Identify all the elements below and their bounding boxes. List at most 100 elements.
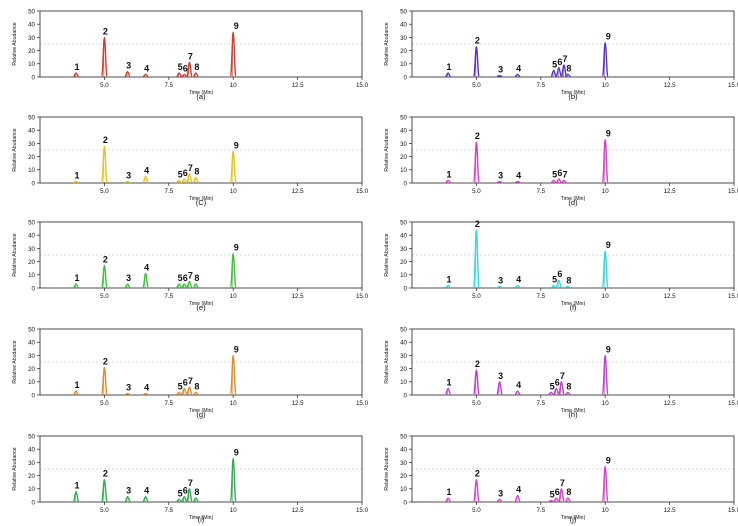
panel-caption: (d)	[568, 198, 578, 207]
peak-8	[192, 177, 199, 184]
peak-label-9: 9	[606, 128, 611, 138]
peak-2	[101, 36, 108, 78]
peak-label-7: 7	[560, 478, 565, 488]
peak-label-8: 8	[194, 381, 199, 391]
peak-6	[555, 178, 562, 184]
peak-label-6: 6	[183, 273, 188, 283]
peak-7	[186, 488, 193, 503]
y-tick-label: 10	[28, 167, 35, 174]
y-tick-label: 20	[28, 154, 35, 161]
y-tick-label: 50	[400, 219, 407, 226]
chart-panel-d: 0 10 20 30 40 50 5.0 7.5 10 12.5 15.0 Time (Min) Rel…	[384, 114, 738, 207]
panel-caption: (a)	[196, 92, 206, 101]
x-axis-label: Time (Min)	[189, 408, 214, 414]
y-tick-label: 0	[404, 499, 408, 506]
peak-6	[181, 73, 188, 78]
x-axis-label: Time (Min)	[189, 90, 214, 96]
peak-8	[193, 391, 199, 396]
y-tick-label: 30	[400, 35, 407, 42]
x-axis-label: Time (Min)	[561, 196, 586, 202]
y-axis-label: Relative Abudance	[384, 22, 390, 65]
peak-label-9: 9	[606, 240, 611, 250]
x-axis-label: Time (Min)	[189, 301, 214, 307]
peak-label-5: 5	[178, 381, 183, 391]
y-tick-label: 40	[28, 22, 35, 29]
y-tick-label: 20	[400, 48, 407, 55]
panel-caption: (j)	[570, 515, 577, 524]
x-tick-label: 7.5	[164, 400, 173, 407]
y-tick-label: 20	[28, 366, 35, 373]
peak-7	[186, 280, 193, 289]
peak-label-4: 4	[516, 63, 521, 73]
y-tick-label: 10	[28, 272, 35, 279]
x-tick-label: 7.5	[536, 82, 545, 89]
peak-3	[124, 283, 131, 289]
peak-2	[473, 45, 480, 78]
peak-label-2: 2	[103, 135, 108, 145]
x-axis-label: Time (Min)	[189, 515, 214, 521]
peak-label-2: 2	[103, 469, 108, 479]
x-tick-label: 12.5	[292, 82, 305, 89]
peak-8	[192, 72, 199, 78]
chart-panel-j: 0 10 20 30 40 50 5.0 7.5 10 12.5 15.0 Time (Min) Rel…	[384, 433, 738, 524]
y-tick-label: 50	[28, 326, 35, 333]
peak-7	[558, 381, 565, 396]
x-tick-label: 15.0	[356, 400, 369, 407]
y-tick-label: 40	[400, 447, 407, 454]
peak-5	[550, 284, 557, 289]
x-tick-label: 15.0	[728, 82, 738, 89]
peak-label-4: 4	[144, 63, 149, 73]
peak-4	[142, 392, 149, 396]
peak-label-1: 1	[447, 62, 452, 72]
y-tick-label: 30	[28, 460, 35, 467]
peak-label-8: 8	[566, 487, 571, 497]
x-axis-label: Time (Min)	[561, 90, 586, 96]
x-tick-label: 5.0	[100, 507, 109, 514]
peak-label-7: 7	[188, 51, 193, 61]
peak-3	[124, 496, 131, 503]
peak-label-5: 5	[550, 381, 555, 391]
x-tick-label: 5.0	[472, 188, 481, 195]
peak-label-2: 2	[475, 131, 480, 141]
peak-label-9: 9	[234, 21, 239, 31]
peak-1	[73, 390, 79, 396]
x-tick-label: 10	[602, 293, 609, 300]
y-tick-label: 40	[400, 233, 407, 240]
y-axis-label: Relative Abudance	[12, 447, 18, 490]
chart-panel-f: 0 10 20 30 40 50 5.0 7.5 10 12.5 15.0 Time (Min) Rel…	[384, 219, 738, 312]
x-tick-label: 15.0	[356, 188, 369, 195]
plot-frame	[411, 116, 735, 184]
peak-label-1: 1	[75, 171, 80, 181]
peak-5	[548, 391, 554, 396]
y-tick-label: 10	[400, 272, 407, 279]
y-tick-label: 0	[32, 499, 36, 506]
x-tick-label: 12.5	[292, 188, 305, 195]
y-tick-label: 0	[404, 285, 408, 292]
peak-5	[176, 498, 182, 503]
peak-1	[445, 387, 452, 396]
peak-label-4: 4	[144, 383, 149, 393]
peak-6	[555, 67, 563, 78]
peak-label-3: 3	[498, 171, 503, 181]
y-tick-label: 50	[400, 433, 407, 440]
peak-5	[548, 499, 554, 503]
x-tick-label: 15.0	[356, 507, 369, 514]
peak-label-1: 1	[75, 273, 80, 283]
y-axis-label: Relative Abudance	[384, 447, 390, 490]
peak-label-2: 2	[103, 356, 108, 366]
peak-1	[73, 283, 79, 289]
panel-caption: (b)	[568, 92, 578, 101]
x-tick-label: 10	[230, 188, 237, 195]
peak-2	[101, 366, 108, 396]
peak-label-8: 8	[194, 62, 199, 72]
peak-1	[445, 72, 451, 78]
peak-label-5: 5	[552, 274, 557, 284]
y-tick-label: 30	[400, 460, 407, 467]
y-tick-label: 30	[28, 35, 35, 42]
x-tick-label: 10	[602, 82, 609, 89]
peak-7	[558, 488, 565, 503]
y-tick-label: 40	[400, 22, 407, 29]
y-tick-label: 30	[28, 353, 35, 360]
peak-label-5: 5	[178, 169, 183, 179]
